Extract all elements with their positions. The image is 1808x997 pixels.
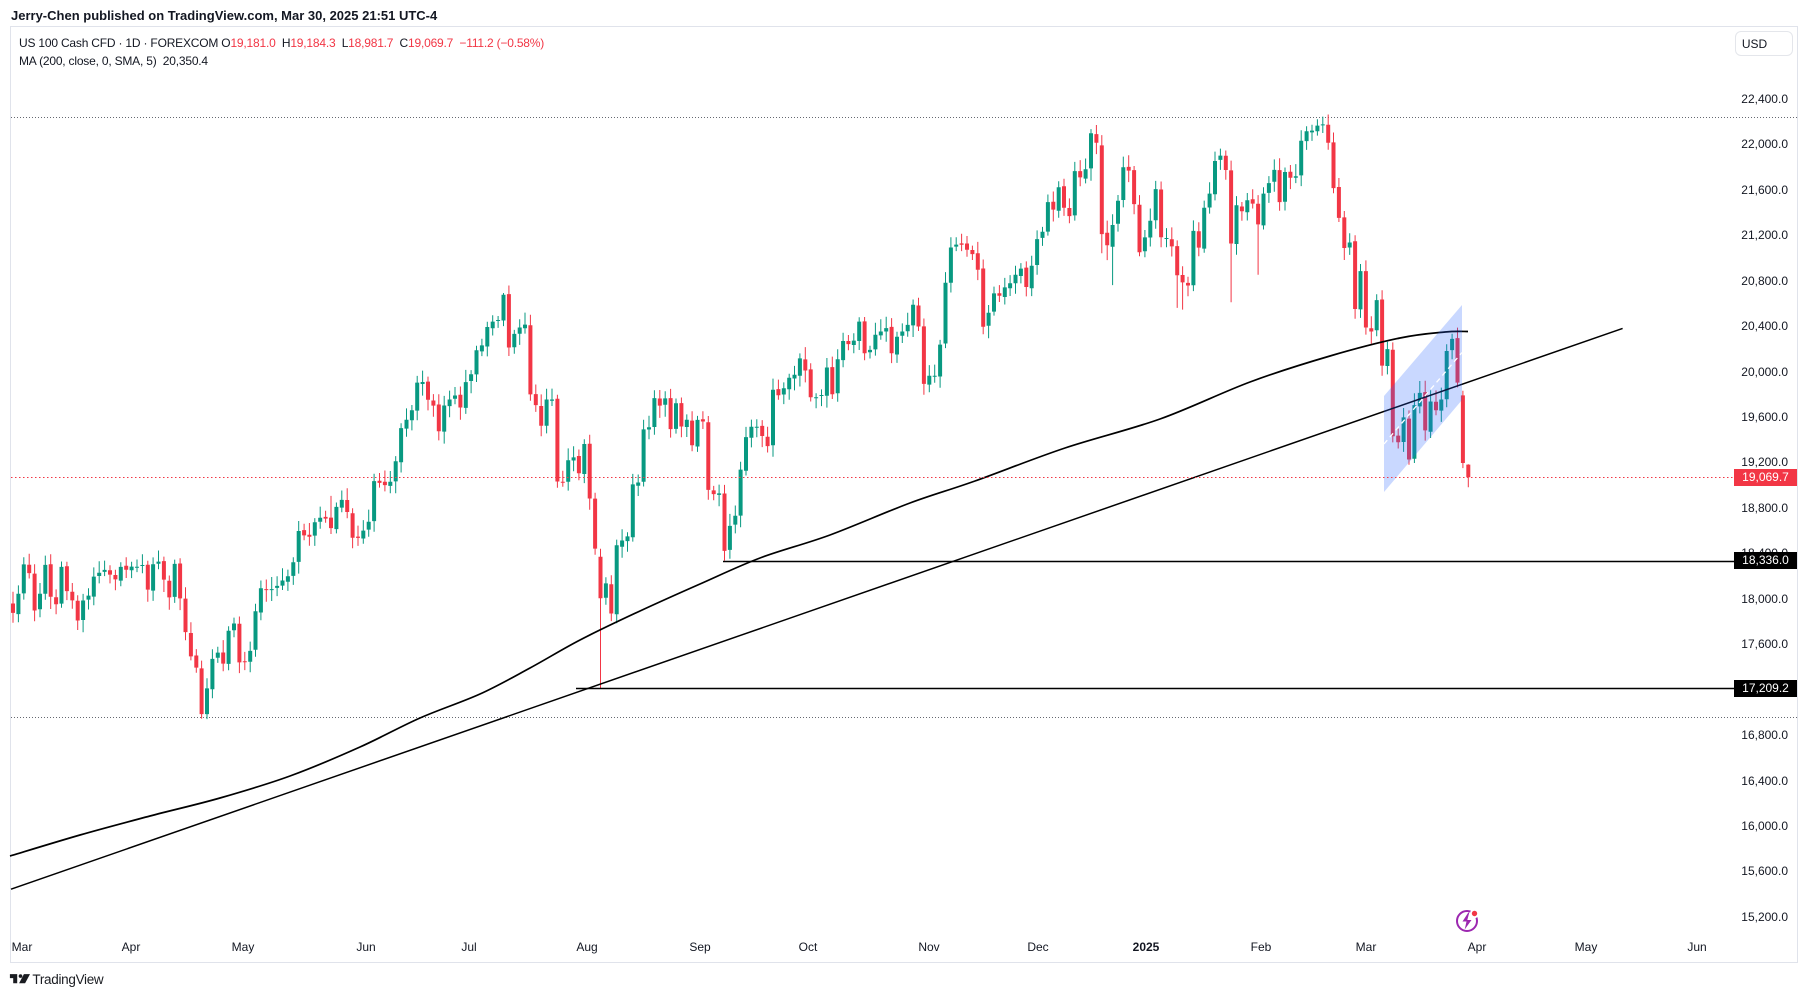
svg-text:TradingView: TradingView	[32, 972, 104, 987]
